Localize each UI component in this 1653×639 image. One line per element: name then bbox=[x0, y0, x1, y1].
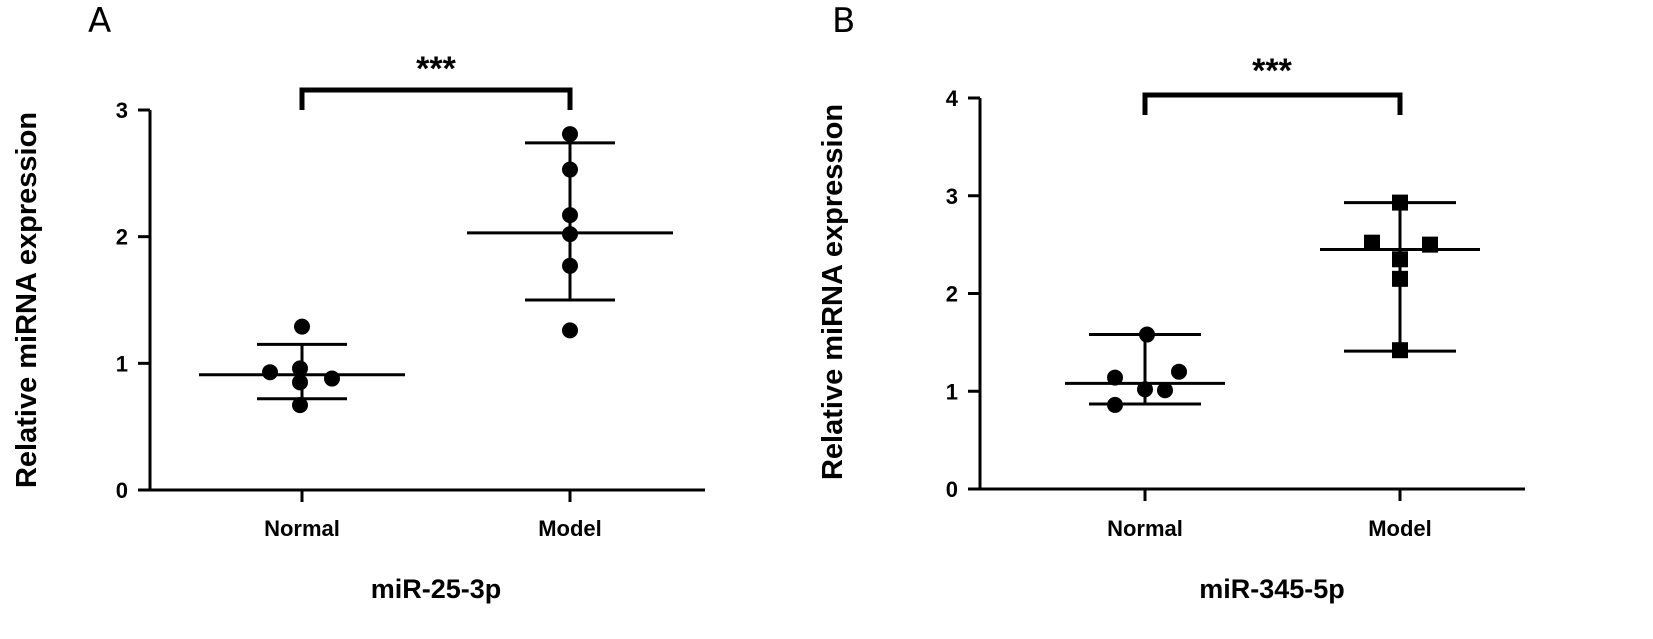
panel-b-plot-area: 0 1 2 3 4 bbox=[946, 86, 1525, 502]
panel-a-letter: A bbox=[88, 1, 111, 41]
panel-b-model-data-point bbox=[1392, 251, 1408, 268]
panel-b-x-axis-label: miR-345-5p bbox=[1199, 574, 1345, 604]
panel-a-normal-data-point bbox=[292, 360, 308, 377]
panel-a-y-tick-label: 2 bbox=[116, 225, 128, 250]
panel-a-y-tick-label: 3 bbox=[116, 98, 128, 123]
panel-a-model-data-point bbox=[562, 207, 578, 224]
panel-b-model-data-point bbox=[1392, 270, 1408, 287]
panel-a-normal-data-point bbox=[292, 374, 308, 391]
panel-a-normal-data-point bbox=[292, 397, 308, 414]
panel-a-x-axis-label: miR-25-3p bbox=[371, 574, 502, 604]
panel-a-normal-data-point bbox=[294, 318, 310, 335]
panel-a-y-axis-label: Relative miRNA expression bbox=[11, 112, 43, 488]
panel-b-y-tick-label: 0 bbox=[946, 477, 958, 502]
panel-a-significance-bracket bbox=[299, 87, 573, 110]
panel-b-normal-data-point bbox=[1171, 363, 1187, 380]
panel-a-model-data-point bbox=[562, 226, 578, 243]
panel-a-significance-label: *** bbox=[416, 50, 456, 88]
panel-a-normal-data-point bbox=[324, 370, 340, 387]
panel-b-significance-bracket bbox=[1142, 92, 1403, 115]
panel-a-plot-area: 0 1 2 3 bbox=[116, 87, 705, 503]
panel-b-letter: B bbox=[832, 1, 855, 41]
panel-b-normal-data-point bbox=[1107, 369, 1123, 386]
panel-b-significance-label: *** bbox=[1252, 52, 1292, 90]
panel-b-normal-data-point bbox=[1107, 396, 1123, 413]
panel-b-y-tick-label: 4 bbox=[946, 86, 959, 111]
panel-b-normal-data-point bbox=[1157, 382, 1173, 399]
panel-b-model-data-point bbox=[1392, 194, 1408, 211]
panel-a: A Relative miRNA expression miR-25-3p No… bbox=[11, 1, 705, 604]
panel-a-model-data-point bbox=[562, 322, 578, 339]
panel-b-x-tick-model: Model bbox=[1368, 516, 1432, 541]
panel-b-y-tick-label: 2 bbox=[946, 282, 958, 307]
panel-b: B Relative miRNA expression miR-345-5p N… bbox=[817, 1, 1525, 604]
panel-b-model-data-point bbox=[1422, 236, 1438, 253]
panel-b-y-tick-label: 3 bbox=[946, 184, 958, 209]
panel-b-normal-data-point bbox=[1139, 326, 1155, 343]
panel-a-x-tick-model: Model bbox=[538, 516, 602, 541]
panel-b-model-data-point bbox=[1364, 234, 1380, 251]
panel-a-model-data-point bbox=[562, 257, 578, 274]
panel-b-y-axis-label: Relative miRNA expression bbox=[817, 104, 849, 480]
panel-b-y-tick-label: 1 bbox=[946, 379, 958, 404]
panel-a-model-data-point bbox=[562, 126, 578, 143]
panel-a-model-data-point bbox=[562, 161, 578, 178]
panel-a-y-tick-label: 0 bbox=[116, 478, 128, 503]
panel-b-x-tick-normal: Normal bbox=[1107, 516, 1183, 541]
panel-b-normal-data-point bbox=[1137, 381, 1153, 398]
panel-a-normal-data-point bbox=[262, 364, 278, 381]
panel-a-y-tick-label: 1 bbox=[116, 351, 128, 376]
panel-a-x-tick-normal: Normal bbox=[264, 516, 340, 541]
panel-b-model-data-point bbox=[1392, 342, 1408, 359]
